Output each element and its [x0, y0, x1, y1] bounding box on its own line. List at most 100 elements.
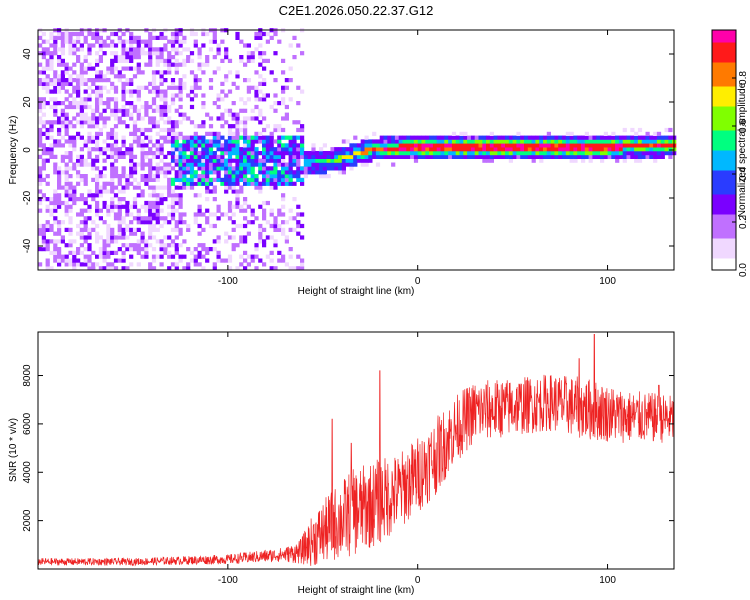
spectrogram-cell [406, 147, 411, 152]
spectrogram-cell [68, 74, 73, 79]
spectrogram-cell [68, 35, 73, 40]
spectrogram-cell [178, 93, 183, 98]
spectrogram-cell [243, 197, 248, 202]
spectrogram-cell [45, 101, 50, 106]
spectrogram-cell [520, 143, 525, 148]
spectrogram-cell [38, 227, 43, 232]
colorbar-segment [712, 66, 736, 71]
spectrogram-cell [41, 231, 46, 236]
spectrogram-cell [121, 43, 126, 48]
spectrogram-cell [110, 147, 115, 152]
spectrogram-cell [102, 254, 107, 259]
spectrogram-cell [159, 239, 164, 244]
spectrogram-cell [543, 135, 548, 140]
spectrogram-cell [205, 139, 210, 144]
spectrogram-cell [421, 151, 426, 156]
spectrogram-cell [615, 158, 620, 163]
spectrogram-cell [186, 47, 191, 52]
spectrogram-cell [193, 135, 198, 140]
spectrogram-cell [201, 254, 206, 259]
spectrogram-cell [136, 220, 141, 225]
spectrogram-cell [482, 139, 487, 144]
spectrogram-cell [136, 51, 141, 56]
spectrogram-cell [140, 70, 145, 75]
spectrogram-cell [182, 212, 187, 217]
spectrogram-cell [76, 58, 81, 63]
colorbar-segment [712, 90, 736, 95]
spectrogram-cell [72, 147, 77, 152]
spectrogram-cell [189, 85, 195, 90]
spectrogram-cell [201, 31, 206, 37]
spectrogram-cell [72, 101, 77, 106]
spectrogram-cell [148, 220, 153, 225]
spectrogram-cell [197, 254, 202, 259]
spectrogram-cell [113, 58, 119, 63]
spectrogram-cell [189, 181, 195, 186]
spectrogram-cell [281, 181, 286, 186]
spectrogram-cell [76, 223, 81, 229]
spectrogram-cell [91, 81, 96, 86]
spectrogram-cell [79, 162, 84, 167]
spectrogram-cell [243, 139, 248, 144]
spectrogram-cell [277, 208, 282, 213]
spectrogram-cell [41, 101, 46, 106]
spectrogram-cell [440, 143, 445, 148]
spectrogram-cell [554, 143, 559, 148]
spectrogram-cell [151, 74, 157, 79]
spectrogram-cell [250, 177, 255, 182]
spectrogram-cell [584, 154, 589, 159]
spectrogram-cell [212, 35, 217, 40]
spectrogram-cell [182, 158, 187, 163]
spectrogram-cell [174, 47, 179, 52]
spectrogram-cell [53, 97, 58, 102]
spectrogram-cell [467, 147, 472, 152]
spectrogram-cell [288, 151, 293, 156]
spectrogram-cell [159, 74, 164, 79]
spectrogram-cell [159, 135, 164, 140]
spectrogram-cell [444, 135, 449, 140]
spectrogram-cell [49, 154, 54, 159]
spectrogram-cell [626, 143, 631, 148]
spectrogram-cell [121, 97, 126, 102]
spectrogram-cell [493, 147, 498, 152]
spectrogram-cell [186, 139, 191, 144]
spectrogram-cell [38, 78, 43, 83]
spectrogram-cell [205, 31, 210, 37]
spectrogram-cell [459, 151, 464, 156]
spectrogram-cell [239, 170, 244, 175]
spectrogram-cell [444, 139, 449, 144]
spectrogram-cell [151, 266, 157, 271]
spectrogram-cell [76, 247, 81, 252]
spectrogram-cell [148, 55, 153, 60]
spectrogram-cell [334, 151, 339, 156]
spectrogram-cell [224, 147, 229, 152]
spectrogram-cell [140, 193, 145, 198]
spectrogram-cell [57, 116, 62, 121]
snr-y-tick-label: 2000 [22, 509, 33, 532]
spectrogram-cell [170, 43, 176, 48]
spectrogram-cell [53, 85, 58, 90]
spectrogram-cell [106, 223, 111, 229]
spectrogram-cell [159, 254, 164, 259]
spectrogram-cell [254, 135, 259, 140]
spectrogram-cell [140, 127, 145, 133]
spectrogram-cell [68, 47, 73, 52]
spectrogram-cell [205, 177, 210, 182]
spectrogram-cell [273, 147, 278, 152]
spectrogram-cell [637, 158, 643, 163]
spectrogram-cell [360, 151, 365, 156]
spectrogram-cell [319, 154, 324, 159]
spectrogram-cell [125, 147, 130, 152]
spectrogram-cell [57, 250, 62, 255]
spectrogram-cell [148, 81, 153, 86]
spectrogram-cell [296, 101, 301, 106]
colorbar-tick-label: 0.6 [738, 119, 749, 133]
spectrogram-cell [634, 151, 639, 156]
spectrogram-cell [250, 166, 255, 171]
spectrogram-cell [444, 143, 449, 148]
spectrogram-cell [140, 204, 145, 209]
spectrogram-cell [41, 124, 46, 129]
spectrogram-cell [243, 250, 248, 255]
spectrogram-cell [57, 166, 62, 171]
spectrogram-cell [277, 147, 282, 152]
